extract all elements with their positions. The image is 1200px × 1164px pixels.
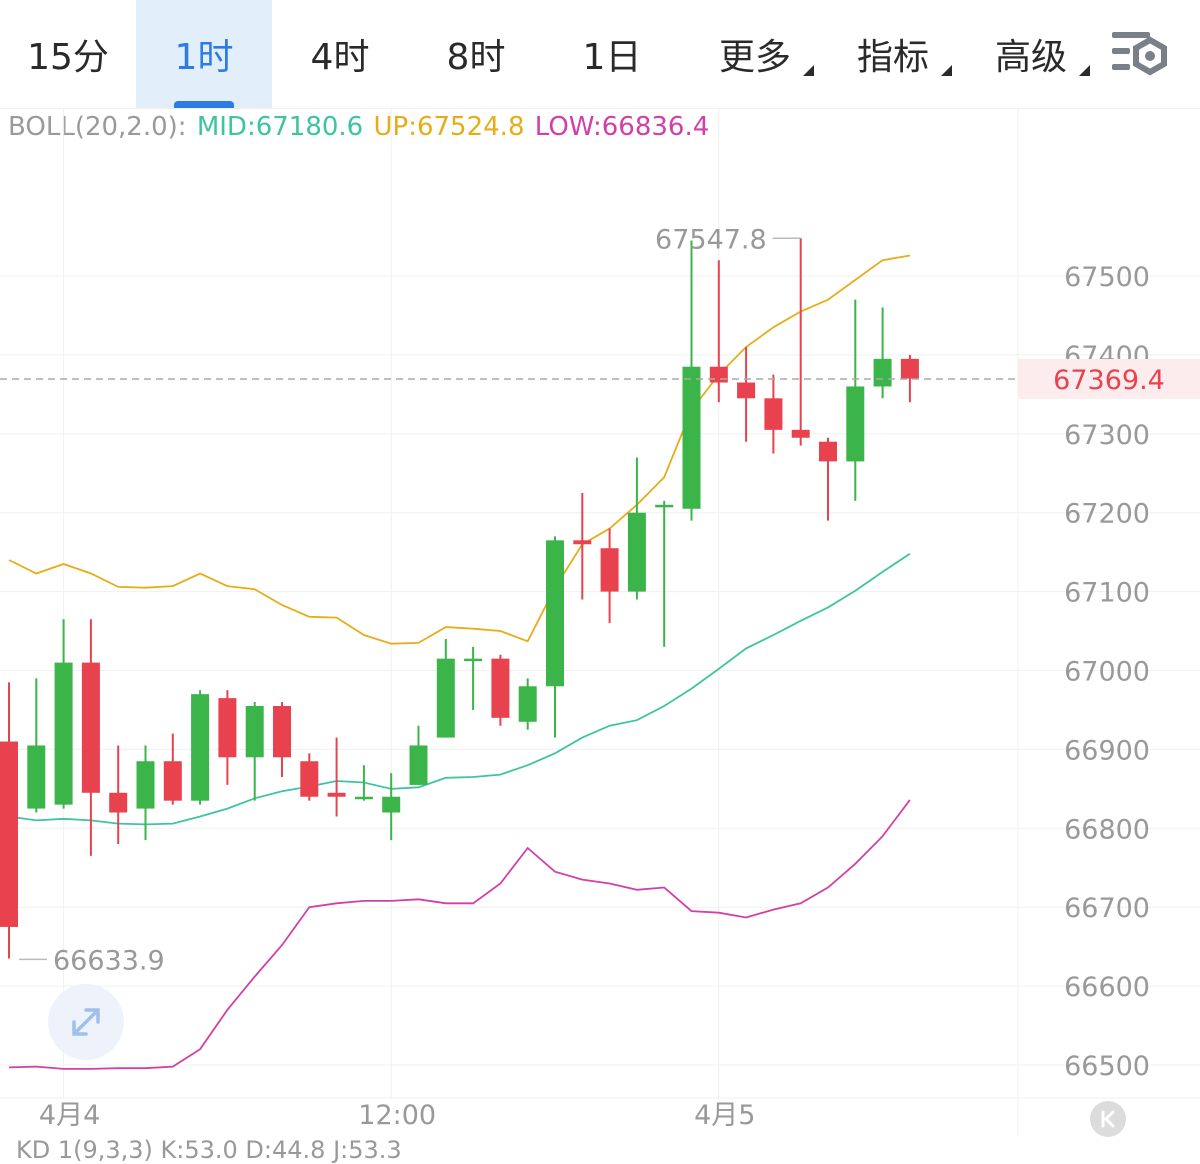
- kdj-legend: KD 1(9,3,3) K:53.0 D:44.8 J:53.3: [16, 1136, 402, 1164]
- y-tick-label: 66800: [1064, 814, 1150, 845]
- tab-label: 1日: [582, 37, 642, 78]
- y-tick-label: 67500: [1064, 262, 1150, 293]
- boll-name: BOLL(20,2.0):: [8, 112, 187, 142]
- candle-body: [409, 745, 428, 785]
- candle-body: [737, 382, 756, 399]
- expand-chart-button[interactable]: [48, 984, 124, 1060]
- tab-label: 更多: [718, 37, 791, 78]
- candle-body: [873, 358, 892, 387]
- tab-5[interactable]: 更多: [690, 0, 820, 108]
- candle-body: [518, 686, 537, 722]
- candle-body: [573, 540, 592, 545]
- active-tab-indicator: [174, 101, 234, 108]
- candle-body: [300, 761, 319, 797]
- y-tick-label: 66600: [1064, 972, 1150, 1003]
- y-tick-label: 66700: [1064, 893, 1150, 924]
- candle-body: [491, 658, 510, 718]
- tab-1[interactable]: 1时: [136, 0, 272, 108]
- boll-mid-value: MID:67180.6: [196, 112, 364, 142]
- tab-label: 15分: [27, 37, 109, 78]
- tab-label: 指标: [856, 37, 929, 78]
- timeframe-tabs: 15分 1时 4时 8时 1日 更多 指标 高级: [0, 0, 1200, 109]
- candle-body: [627, 512, 646, 592]
- candle-body: [191, 694, 210, 801]
- y-tick-label: 67100: [1064, 578, 1150, 609]
- boll-low-value: LOW:66836.4: [534, 112, 710, 142]
- tab-label: 1时: [174, 37, 234, 78]
- candle-body: [81, 662, 100, 793]
- candle-body: [163, 761, 182, 801]
- candle-body: [54, 662, 73, 805]
- boll-up-value: UP:67524.8: [373, 112, 525, 142]
- min-value-label: 66633.9: [53, 945, 165, 976]
- current-price-label: 67369.4: [1053, 365, 1165, 396]
- tab-label: 8时: [446, 37, 506, 78]
- current-price-tag: [1018, 359, 1200, 400]
- max-value-label: 67547.8: [655, 224, 767, 255]
- tab-label: 4时: [310, 37, 370, 78]
- chart-settings-icon: [1112, 32, 1167, 76]
- dropdown-caret-icon: [1079, 65, 1090, 76]
- x-tick-label: 12:00: [358, 1100, 436, 1131]
- tab-0[interactable]: 15分: [0, 0, 136, 108]
- candle-body: [900, 358, 919, 379]
- candle-body: [709, 366, 728, 383]
- candle-body: [109, 792, 128, 813]
- candle-body: [245, 706, 264, 758]
- boll-upper-line: [8, 254, 911, 645]
- candle-body: [791, 429, 810, 438]
- candle-body: [464, 658, 483, 662]
- y-tick-label: 67000: [1064, 657, 1150, 688]
- y-tick-label: 66500: [1064, 1051, 1150, 1082]
- candle-body: [354, 796, 373, 800]
- candlestick-chart[interactable]: 66500 66600 66700 66800 66900 67000 67100 67200…: [0, 108, 1200, 1136]
- dropdown-caret-icon: [803, 65, 814, 76]
- tab-7[interactable]: 高级: [966, 0, 1096, 108]
- candle-body: [136, 761, 155, 809]
- tab-label: 高级: [994, 37, 1067, 78]
- tab-3[interactable]: 8时: [408, 0, 544, 108]
- candle-body: [0, 741, 18, 927]
- candle-body: [846, 386, 865, 462]
- candle-body: [546, 540, 564, 687]
- expand-icon: [72, 1008, 100, 1036]
- tab-2[interactable]: 4时: [272, 0, 408, 108]
- candle-body: [327, 792, 346, 797]
- y-tick-label: 67200: [1064, 499, 1150, 530]
- candle-body: [273, 706, 291, 758]
- chart-settings-button[interactable]: [1110, 26, 1174, 82]
- x-tick-label: 4月4: [39, 1100, 100, 1131]
- dropdown-caret-icon: [941, 65, 952, 76]
- candle-body: [764, 398, 783, 430]
- candle-body: [436, 658, 455, 738]
- candle-body: [682, 366, 701, 509]
- collapse-icon: [1101, 1110, 1115, 1128]
- candle-body: [655, 504, 674, 508]
- candle-body: [600, 548, 619, 592]
- candle-body: [819, 441, 837, 462]
- y-tick-label: 67300: [1064, 420, 1150, 451]
- tab-6[interactable]: 指标: [828, 0, 958, 108]
- x-tick-label: 4月5: [694, 1100, 755, 1131]
- candle-body: [27, 745, 46, 809]
- candle-body: [382, 796, 401, 813]
- collapse-panel-button[interactable]: [1090, 1101, 1126, 1137]
- tab-4[interactable]: 1日: [544, 0, 680, 108]
- y-tick-label: 66900: [1064, 735, 1150, 766]
- boll-mid-line: [8, 552, 911, 826]
- boll-legend: BOLL(20,2.0): MID:67180.6 UP:67524.8 LOW…: [8, 112, 711, 142]
- candle-body: [218, 698, 237, 758]
- boll-lower-line: [8, 799, 911, 1070]
